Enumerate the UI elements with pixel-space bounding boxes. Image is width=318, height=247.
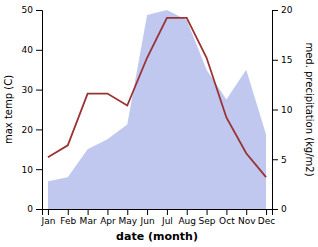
plot-area	[48, 10, 266, 209]
x-tick-mark	[266, 209, 267, 215]
x-tick: Nov	[238, 209, 256, 226]
y-tick-label: 40	[22, 45, 34, 55]
x-tick-mark	[68, 209, 69, 215]
y-tick: 0	[27, 204, 42, 214]
x-tick: Oct	[219, 209, 235, 226]
y-tick: 30	[22, 85, 42, 95]
axis-line	[36, 11, 43, 210]
x-tick: May	[118, 209, 137, 226]
x-tick: Sep	[199, 209, 216, 226]
y-tick-label: 30	[22, 85, 34, 95]
x-tick: Dec	[258, 209, 275, 226]
y-axis-title: max temp (C)	[3, 75, 14, 144]
y2-axis-title: med. precipitation (kg/m2)	[304, 42, 315, 176]
x-tick: Aug	[178, 209, 196, 226]
x-axis: Jan Feb MarAprMayJun Jul AugSepOctNovDec	[41, 209, 276, 226]
y-axis: 0 10 20 30 40 50	[22, 5, 43, 214]
y2-axis: 0 5 10 15 20	[272, 5, 293, 214]
y2-tick: 15	[272, 55, 292, 65]
x-tick-mark	[48, 209, 49, 215]
y2-tick: 10	[272, 105, 293, 115]
chart-container: Jan Feb MarAprMayJun Jul AugSepOctNovDec 0 10 2…	[0, 0, 318, 247]
y-tick: 50	[22, 5, 42, 15]
y-tick-mark	[36, 129, 42, 130]
x-tick-label: Mar	[80, 216, 97, 226]
y2-tick-label: 20	[281, 5, 293, 15]
y2-tick-mark	[272, 60, 278, 61]
y2-tick-mark	[272, 159, 278, 160]
y-tick-mark	[36, 10, 42, 11]
y-tick-label: 10	[22, 165, 34, 175]
y2-tick-mark	[272, 10, 278, 11]
y-tick: 10	[22, 165, 42, 175]
x-tick-label: Feb	[60, 216, 76, 226]
x-tick-mark	[226, 209, 227, 215]
x-tick-label: Nov	[238, 216, 256, 226]
x-tick-label: May	[118, 216, 137, 226]
x-tick-mark	[207, 209, 208, 215]
x-tick-mark	[167, 209, 168, 215]
y2-tick: 20	[272, 5, 293, 15]
y-tick-mark	[36, 169, 42, 170]
x-tick-mark	[147, 209, 148, 215]
x-tick-label: Jan	[41, 216, 56, 226]
x-tick-mark	[187, 209, 188, 215]
x-tick: Feb	[60, 209, 76, 226]
area	[48, 10, 266, 209]
y-tick-label: 20	[22, 125, 34, 135]
chart-svg: Jan Feb MarAprMayJun Jul AugSepOctNovDec 0 10 2…	[0, 0, 318, 247]
axis-line	[273, 11, 279, 210]
y-tick-label: 0	[27, 204, 33, 214]
y2-tick-mark	[272, 110, 278, 111]
x-axis-title: date (month)	[116, 230, 198, 243]
y2-tick-label: 5	[281, 155, 287, 165]
x-tick: Jan	[41, 209, 56, 226]
x-tick-mark	[88, 209, 89, 215]
y2-tick-label: 0	[281, 204, 287, 214]
x-tick: Jul	[161, 209, 173, 226]
x-tick-label: Sep	[199, 216, 216, 226]
x-tick-label: Dec	[258, 216, 275, 226]
x-tick: Jun	[140, 209, 155, 226]
x-tick: Apr	[100, 209, 116, 226]
line	[48, 18, 266, 177]
y-tick: 20	[22, 125, 42, 135]
x-tick-label: Oct	[219, 216, 235, 226]
axis-line	[43, 210, 273, 216]
y-tick-mark	[36, 50, 42, 51]
y2-tick-mark	[272, 209, 278, 210]
x-tick-mark	[127, 209, 128, 215]
y2-tick-label: 10	[281, 105, 293, 115]
y-tick-mark	[36, 209, 42, 210]
y-tick: 40	[22, 45, 42, 55]
x-tick-mark	[246, 209, 247, 215]
y-tick-label: 50	[22, 5, 34, 15]
x-tick-mark	[107, 209, 108, 215]
x-tick: Mar	[80, 209, 97, 226]
x-tick-label: Aug	[178, 216, 196, 226]
y2-tick: 0	[272, 204, 287, 214]
y2-tick: 5	[272, 155, 287, 165]
x-tick-label: Jun	[140, 216, 155, 226]
x-tick-label: Apr	[100, 216, 116, 226]
plot-root: Jan Feb MarAprMayJun Jul AugSepOctNovDec 0 10 2…	[3, 5, 315, 243]
x-tick-label: Jul	[161, 216, 173, 226]
y2-tick-label: 15	[281, 55, 292, 65]
y-tick-mark	[36, 90, 42, 91]
